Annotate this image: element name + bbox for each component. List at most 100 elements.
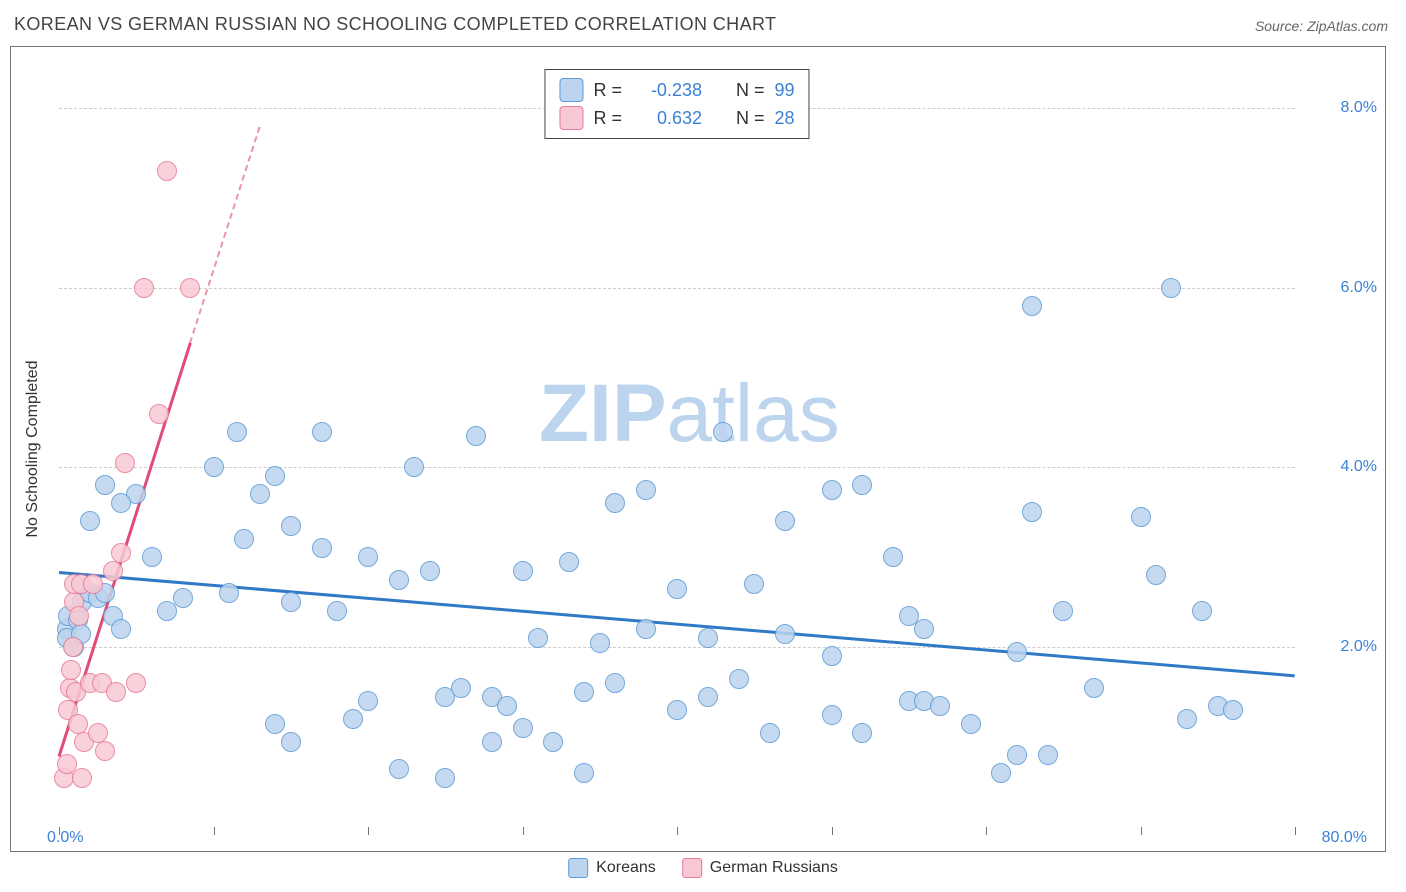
stat-n-label: N = <box>736 80 765 101</box>
data-point <box>1084 678 1104 698</box>
data-point <box>1192 601 1212 621</box>
stat-r-label: R = <box>593 80 622 101</box>
data-point <box>914 619 934 639</box>
x-tick <box>677 827 678 835</box>
x-axis-max-label: 80.0% <box>1322 829 1367 847</box>
watermark-bold: ZIP <box>539 368 667 459</box>
legend-swatch <box>559 78 583 102</box>
data-point <box>149 404 169 424</box>
data-point <box>775 624 795 644</box>
stat-r-label: R = <box>593 108 622 129</box>
data-point <box>636 480 656 500</box>
data-point <box>72 768 92 788</box>
data-point <box>713 422 733 442</box>
data-point <box>605 673 625 693</box>
data-point <box>389 759 409 779</box>
data-point <box>95 475 115 495</box>
stat-n-value: 99 <box>775 80 795 101</box>
data-point <box>822 705 842 725</box>
data-point <box>111 619 131 639</box>
data-point <box>1161 278 1181 298</box>
data-point <box>115 453 135 473</box>
data-point <box>822 480 842 500</box>
y-tick-label: 2.0% <box>1307 638 1377 656</box>
plot-frame: No Schooling Completed ZIPatlas R =-0.23… <box>10 46 1386 852</box>
y-axis-label: No Schooling Completed <box>24 361 42 538</box>
series-legend-item: Koreans <box>568 858 656 878</box>
data-point <box>134 278 154 298</box>
legend-label: German Russians <box>710 859 838 877</box>
data-point <box>605 493 625 513</box>
data-point <box>775 511 795 531</box>
data-point <box>312 422 332 442</box>
data-point <box>667 579 687 599</box>
data-point <box>528 628 548 648</box>
gridline <box>59 467 1295 468</box>
stats-legend-row: R = 0.632 N = 28 <box>559 104 794 132</box>
data-point <box>80 511 100 531</box>
data-point <box>513 561 533 581</box>
data-point <box>250 484 270 504</box>
stat-r-value: 0.632 <box>632 108 702 129</box>
data-point <box>698 687 718 707</box>
y-tick-label: 8.0% <box>1307 99 1377 117</box>
data-point <box>106 682 126 702</box>
data-point <box>204 457 224 477</box>
data-point <box>760 723 780 743</box>
data-point <box>991 763 1011 783</box>
data-point <box>68 714 88 734</box>
data-point <box>312 538 332 558</box>
data-point <box>281 732 301 752</box>
data-point <box>667 700 687 720</box>
gridline <box>59 288 1295 289</box>
data-point <box>1053 601 1073 621</box>
data-point <box>111 543 131 563</box>
data-point <box>930 696 950 716</box>
legend-swatch <box>559 106 583 130</box>
data-point <box>883 547 903 567</box>
stat-n-value: 28 <box>775 108 795 129</box>
legend-swatch <box>682 858 702 878</box>
x-tick <box>59 827 60 835</box>
data-point <box>61 660 81 680</box>
data-point <box>559 552 579 572</box>
x-tick <box>368 827 369 835</box>
data-point <box>852 475 872 495</box>
x-tick <box>1295 827 1296 835</box>
gridline <box>59 647 1295 648</box>
data-point <box>420 561 440 581</box>
data-point <box>852 723 872 743</box>
data-point <box>358 691 378 711</box>
data-point <box>69 606 89 626</box>
stat-n-label: N = <box>736 108 765 129</box>
series-legend: Koreans German Russians <box>568 858 838 878</box>
data-point <box>1022 502 1042 522</box>
data-point <box>698 628 718 648</box>
data-point <box>1007 745 1027 765</box>
data-point <box>543 732 563 752</box>
x-tick <box>986 827 987 835</box>
watermark-light: atlas <box>667 368 840 459</box>
x-tick <box>832 827 833 835</box>
data-point <box>157 161 177 181</box>
data-point <box>173 588 193 608</box>
data-point <box>1177 709 1197 729</box>
data-point <box>343 709 363 729</box>
legend-swatch <box>568 858 588 878</box>
data-point <box>234 529 254 549</box>
data-point <box>451 678 471 698</box>
data-point <box>961 714 981 734</box>
data-point <box>111 493 131 513</box>
data-point <box>590 633 610 653</box>
data-point <box>142 547 162 567</box>
data-point <box>227 422 247 442</box>
data-point <box>574 763 594 783</box>
data-point <box>1131 507 1151 527</box>
data-point <box>466 426 486 446</box>
data-point <box>729 669 749 689</box>
data-point <box>389 570 409 590</box>
data-point <box>103 561 123 581</box>
data-point <box>822 646 842 666</box>
data-point <box>574 682 594 702</box>
data-point <box>1007 642 1027 662</box>
